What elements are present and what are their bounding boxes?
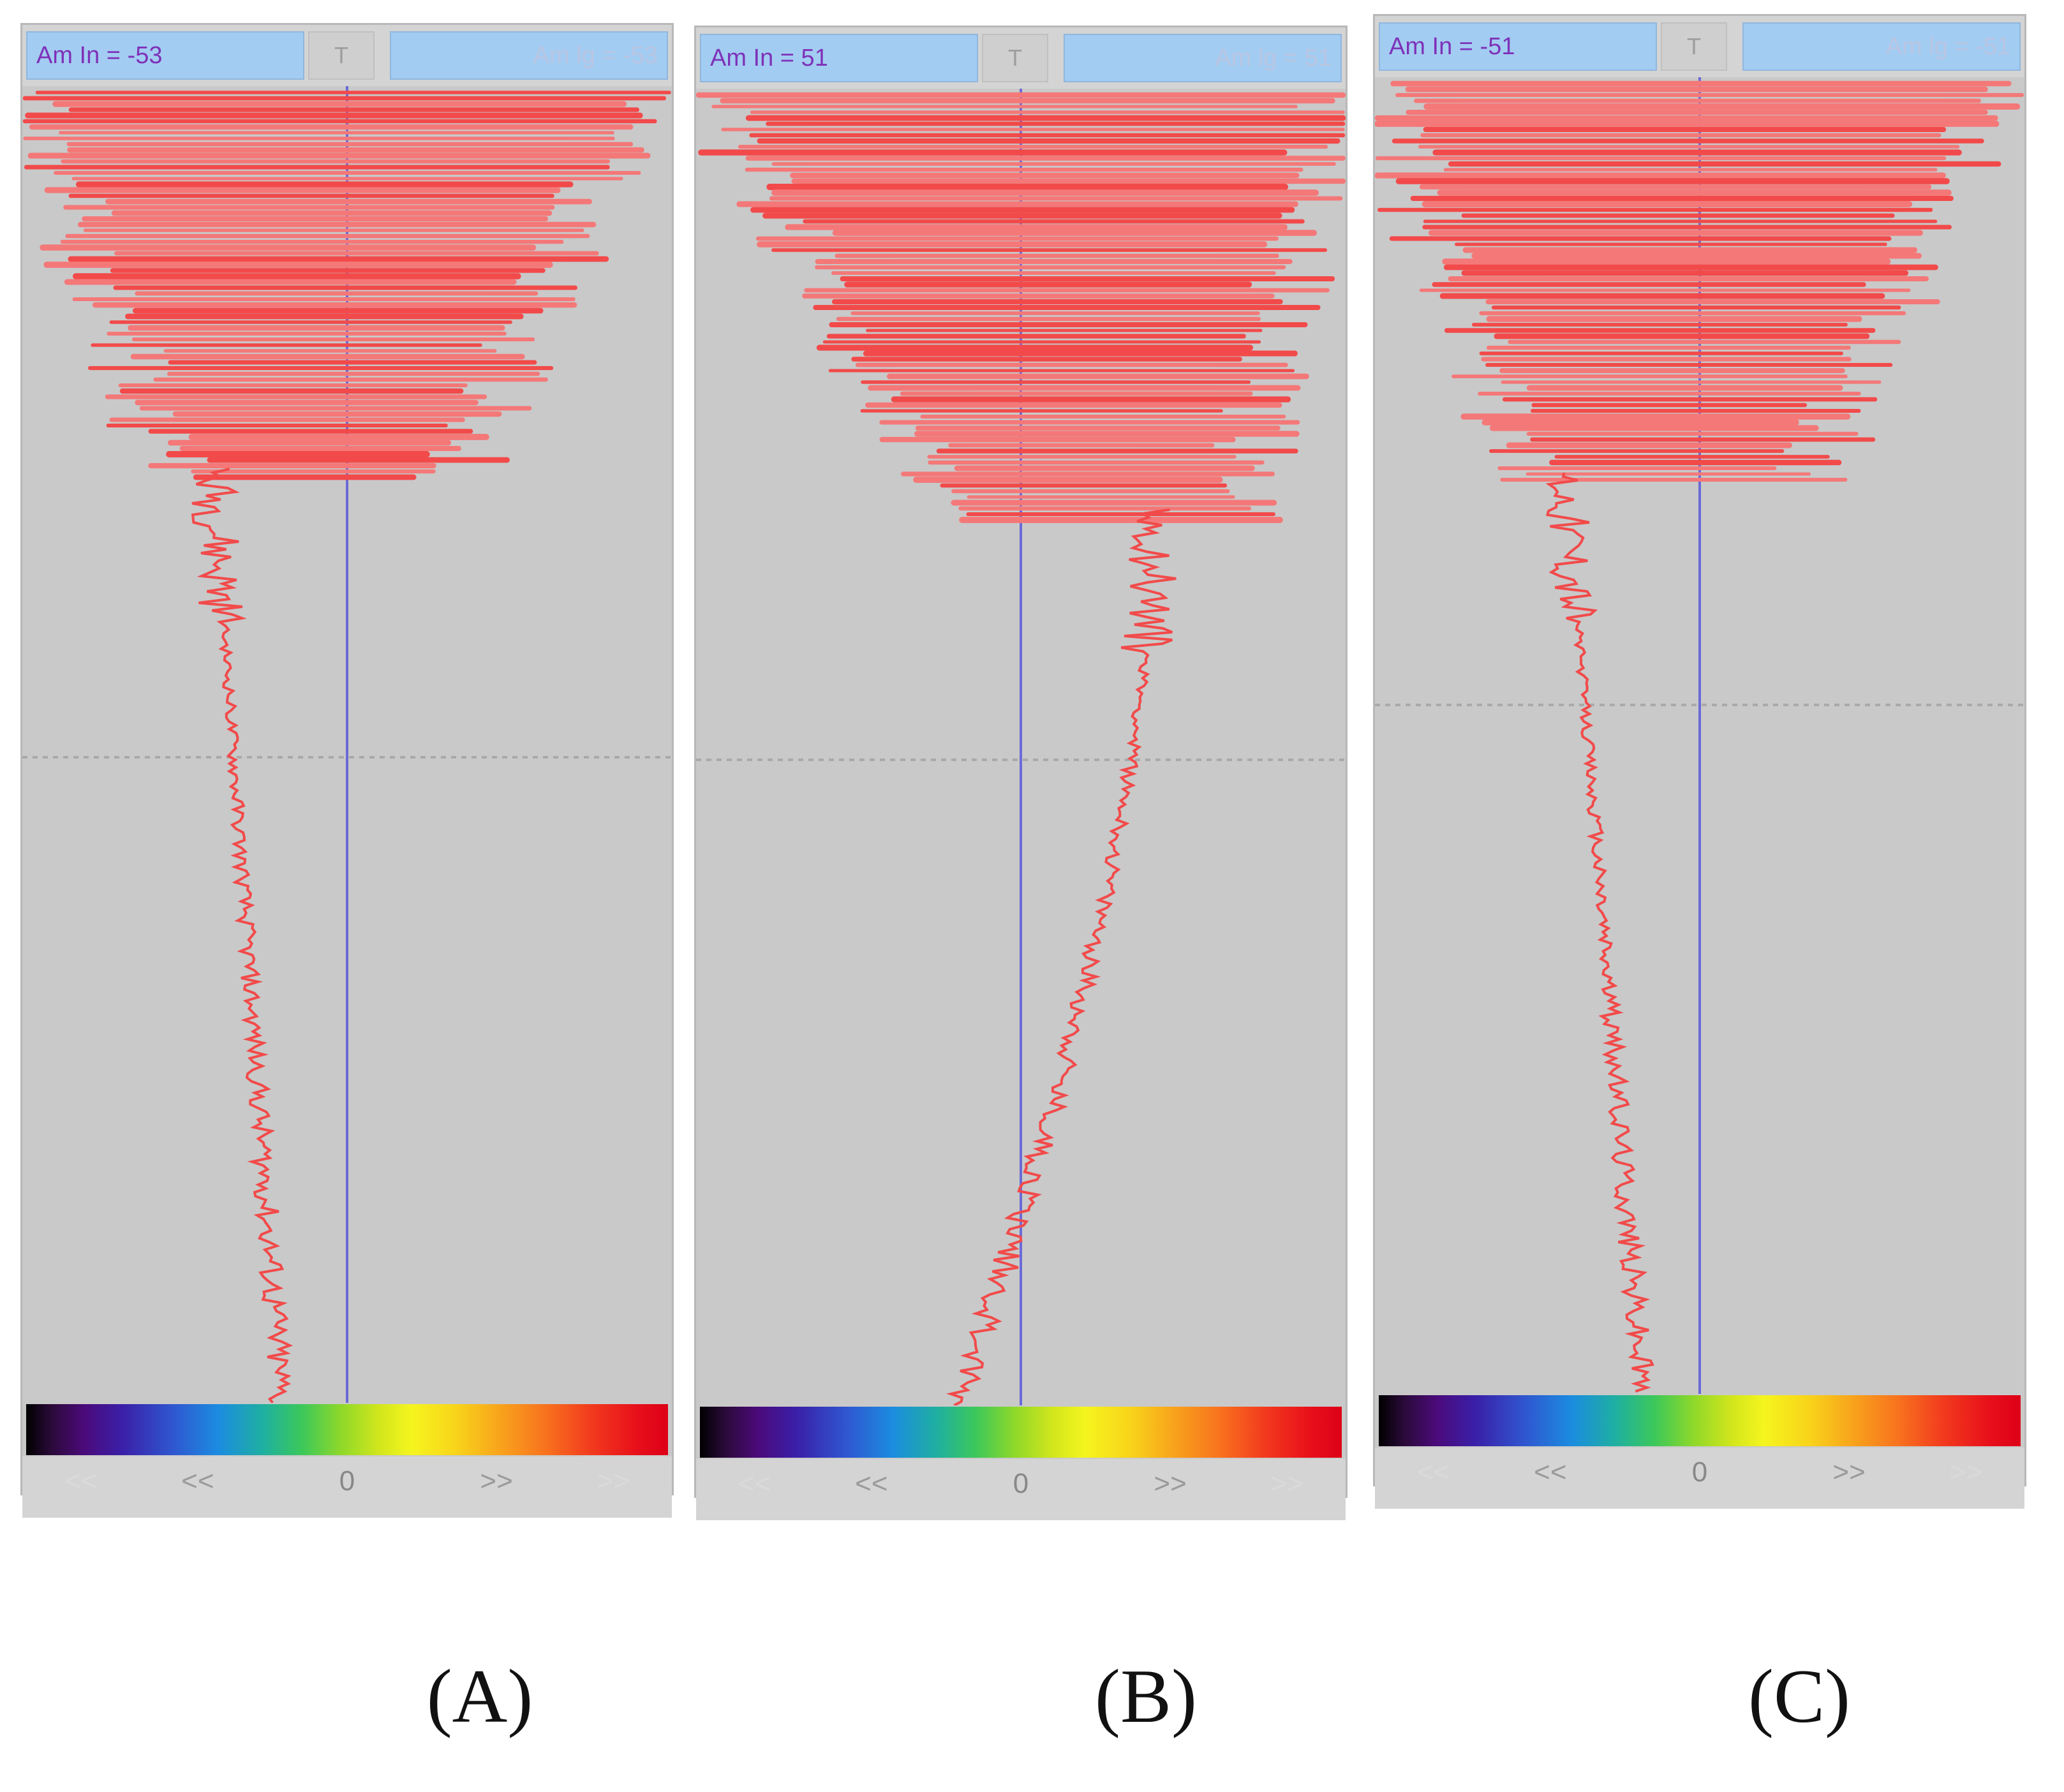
amp-lg-field[interactable]: Am lg = 51 bbox=[1064, 34, 1342, 82]
amp-in-field[interactable]: Am In = -53 bbox=[26, 31, 304, 80]
early-burst-strokes bbox=[696, 92, 1346, 523]
nav-far-right-button[interactable]: >> bbox=[1270, 1468, 1304, 1499]
nav-far-right-button[interactable]: >> bbox=[597, 1465, 630, 1497]
t-button[interactable]: T bbox=[982, 34, 1048, 82]
amp-lg-field[interactable]: Am lg = -51 bbox=[1742, 22, 2021, 71]
nav-zero-label: 0 bbox=[1691, 1456, 1708, 1488]
signal-trace bbox=[191, 468, 293, 1403]
trace-svg bbox=[696, 89, 1346, 1405]
trace-plot bbox=[1375, 77, 2024, 1394]
nav-right-button[interactable]: >> bbox=[1832, 1456, 1866, 1488]
panel-header: Am In = -53 T Am lg = -53 bbox=[22, 25, 672, 86]
trace-plot bbox=[696, 89, 1346, 1405]
nav-left-button[interactable]: << bbox=[181, 1465, 214, 1497]
trace-panel-b: Am In = 51 T Am lg = 51 << << 0 >> >> bbox=[694, 26, 1348, 1520]
trace-panel-a: Am In = -53 T Am lg = -53 << << 0 >> >> bbox=[20, 23, 674, 1518]
amp-in-field[interactable]: Am In = -51 bbox=[1379, 22, 1657, 71]
panel-header: Am In = -51 T Am lg = -51 bbox=[1375, 16, 2024, 77]
nav-far-left-button[interactable]: << bbox=[738, 1468, 771, 1499]
early-burst-strokes bbox=[22, 91, 671, 480]
caption-b: (B) bbox=[1095, 1654, 1197, 1738]
caption-c: (C) bbox=[1748, 1654, 1850, 1738]
caption-a: (A) bbox=[426, 1654, 533, 1738]
nav-bar: << << 0 >> >> bbox=[696, 1459, 1346, 1520]
nav-right-button[interactable]: >> bbox=[1154, 1468, 1187, 1499]
trace-svg bbox=[1375, 77, 2024, 1394]
t-button[interactable]: T bbox=[308, 31, 375, 80]
nav-zero-label: 0 bbox=[1013, 1468, 1029, 1499]
color-scale-bar bbox=[700, 1407, 1342, 1458]
nav-bar: << << 0 >> >> bbox=[22, 1456, 672, 1518]
nav-bar: << << 0 >> >> bbox=[1375, 1448, 2024, 1509]
nav-right-button[interactable]: >> bbox=[480, 1465, 513, 1497]
trace-panel-c: Am In = -51 T Am lg = -51 << << 0 >> >> bbox=[1373, 14, 2026, 1509]
nav-left-button[interactable]: << bbox=[1534, 1456, 1567, 1488]
nav-far-right-button[interactable]: >> bbox=[1949, 1456, 1983, 1488]
early-burst-strokes bbox=[1375, 80, 2024, 482]
nav-far-left-button[interactable]: << bbox=[64, 1465, 98, 1497]
trace-plot bbox=[22, 86, 672, 1403]
color-scale-bar bbox=[26, 1404, 668, 1455]
t-button[interactable]: T bbox=[1661, 22, 1727, 71]
amp-lg-field[interactable]: Am lg = -53 bbox=[390, 31, 668, 80]
nav-far-left-button[interactable]: << bbox=[1416, 1456, 1450, 1488]
color-scale-bar bbox=[1379, 1395, 2021, 1446]
signal-trace bbox=[1545, 472, 1654, 1393]
nav-left-button[interactable]: << bbox=[855, 1468, 888, 1499]
trace-svg bbox=[22, 86, 672, 1403]
panel-header: Am In = 51 T Am lg = 51 bbox=[696, 27, 1346, 89]
nav-zero-label: 0 bbox=[339, 1465, 355, 1497]
signal-trace bbox=[946, 508, 1177, 1405]
amp-in-field[interactable]: Am In = 51 bbox=[700, 34, 978, 82]
